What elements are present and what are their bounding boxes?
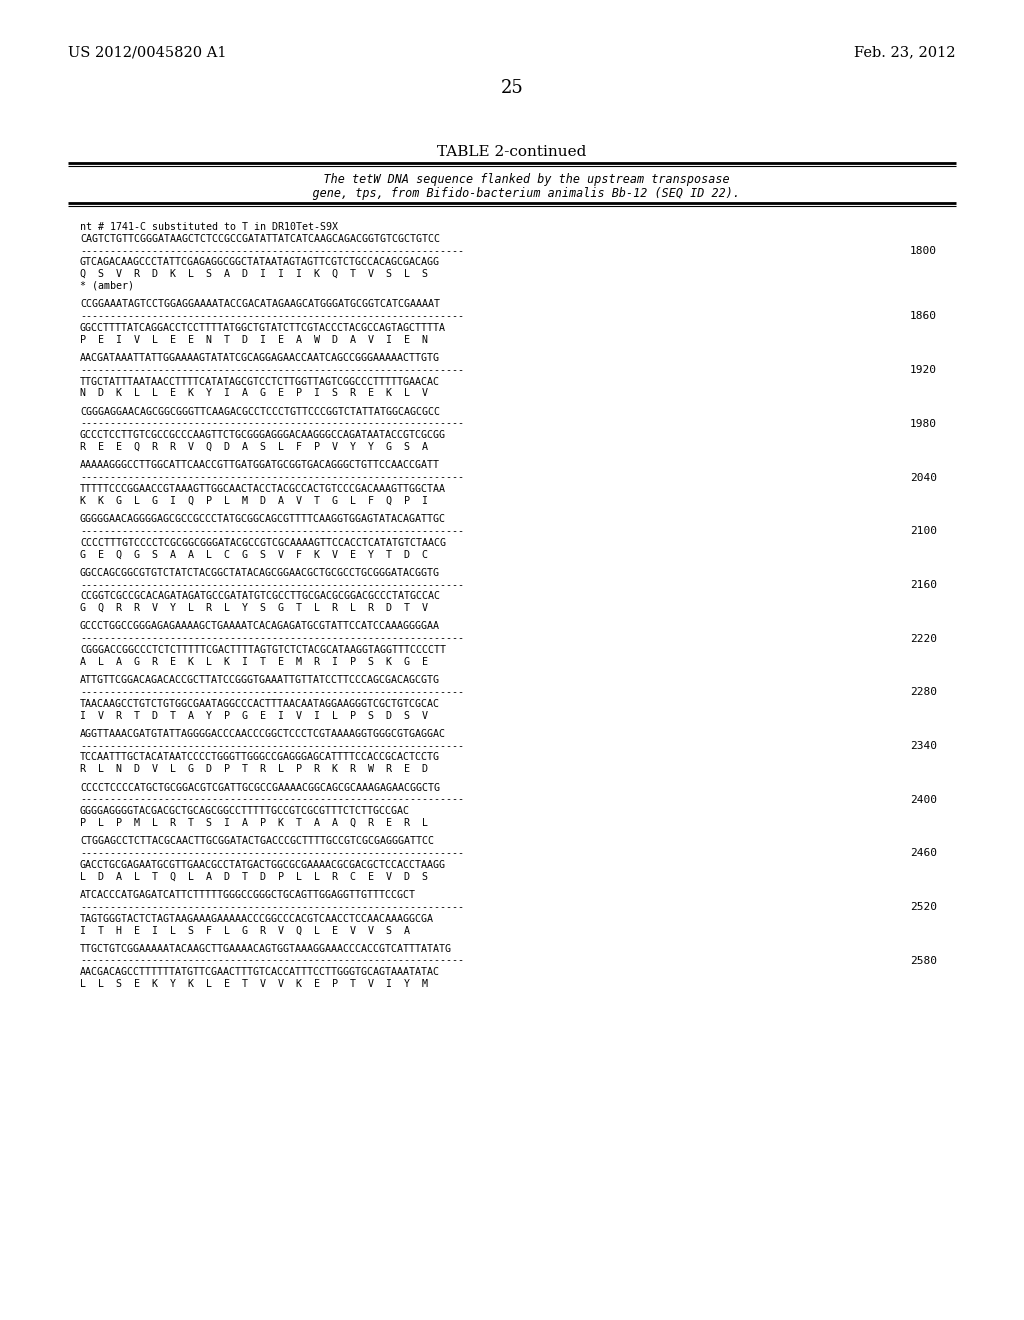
Text: AACGATAAATTATTGGAAAAGTATATCGCAGGAGAACCAATCAGCCGGGAAAAACTTGTG: AACGATAAATTATTGGAAAAGTATATCGCAGGAGAACCAA… bbox=[80, 352, 440, 363]
Text: L  L  S  E  K  Y  K  L  E  T  V  V  K  E  P  T  V  I  Y  M: L L S E K Y K L E T V V K E P T V I Y M bbox=[80, 979, 428, 989]
Text: G  E  Q  G  S  A  A  L  C  G  S  V  F  K  V  E  Y  T  D  C: G E Q G S A A L C G S V F K V E Y T D C bbox=[80, 549, 428, 560]
Text: ----------------------------------------------------------------: ----------------------------------------… bbox=[80, 686, 464, 697]
Text: nt # 1741-C substituted to T in DR10Tet-S9X: nt # 1741-C substituted to T in DR10Tet-… bbox=[80, 222, 338, 232]
Text: 2520: 2520 bbox=[910, 902, 937, 912]
Text: 2400: 2400 bbox=[910, 795, 937, 805]
Text: gene, tps, from Bifido-bacterium animalis Bb-12 (SEQ ID 22).: gene, tps, from Bifido-bacterium animali… bbox=[284, 186, 740, 199]
Text: ----------------------------------------------------------------: ----------------------------------------… bbox=[80, 525, 464, 536]
Text: GGCCTTTTATCAGGACCTCCTTTTATGGCTGTATCTTCGTACCCTACGCCAGTAGCTTTTA: GGCCTTTTATCAGGACCTCCTTTTATGGCTGTATCTTCGT… bbox=[80, 323, 446, 333]
Text: 2100: 2100 bbox=[910, 527, 937, 536]
Text: CGGGACCGGCCCTCTCTTTTTCGACTTTTAGTGTCTCTACGCATAAGGTAGGTTTCCCCTT: CGGGACCGGCCCTCTCTTTTTCGACTTTTAGTGTCTCTAC… bbox=[80, 645, 446, 655]
Text: ATCACCCATGAGATCATTCTTTTTGGGCCGGGCTGCAGTTGGAGGTTGTTTCCGCT: ATCACCCATGAGATCATTCTTTTTGGGCCGGGCTGCAGTT… bbox=[80, 890, 416, 900]
Text: 2220: 2220 bbox=[910, 634, 937, 644]
Text: TTGCTATTTAATAACCTTTTCATATAGCGTCCTCTTGGTTAGTCGGCCCTTTTTGAACAC: TTGCTATTTAATAACCTTTTCATATAGCGTCCTCTTGGTT… bbox=[80, 376, 440, 387]
Text: N  D  K  L  L  E  K  Y  I  A  G  E  P  I  S  R  E  K  L  V: N D K L L E K Y I A G E P I S R E K L V bbox=[80, 388, 428, 399]
Text: CCCCTTTGTCCCCTCGCGGCGGGATACGCCGTCGCAAAAGTTCCACCTCATATGTCTAACG: CCCCTTTGTCCCCTCGCGGCGGGATACGCCGTCGCAAAAG… bbox=[80, 537, 446, 548]
Text: GACCTGCGAGAATGCGTTGAACGCCTATGACTGGCGCGAAAACGCGACGCTCCACCTAAGG: GACCTGCGAGAATGCGTTGAACGCCTATGACTGGCGCGAA… bbox=[80, 859, 446, 870]
Text: GGGGAGGGGTACGACGCTGCAGCGGCCTTTTTGCCGTCGCGTTTCTCTTGCCGAC: GGGGAGGGGTACGACGCTGCAGCGGCCTTTTTGCCGTCGC… bbox=[80, 807, 410, 816]
Text: ----------------------------------------------------------------: ----------------------------------------… bbox=[80, 741, 464, 751]
Text: 25: 25 bbox=[501, 79, 523, 96]
Text: R  L  N  D  V  L  G  D  P  T  R  L  P  R  K  R  W  R  E  D: R L N D V L G D P T R L P R K R W R E D bbox=[80, 764, 428, 775]
Text: TAGTGGGTACTCTAGTAAGAAAGAAAAACCCGGCCCACGTCAACCTCCAACAAAGGCGA: TAGTGGGTACTCTAGTAAGAAAGAAAAACCCGGCCCACGT… bbox=[80, 913, 434, 924]
Text: 2160: 2160 bbox=[910, 579, 937, 590]
Text: ----------------------------------------------------------------: ----------------------------------------… bbox=[80, 418, 464, 429]
Text: 1800: 1800 bbox=[910, 246, 937, 256]
Text: 2460: 2460 bbox=[910, 849, 937, 858]
Text: A  L  A  G  R  E  K  L  K  I  T  E  M  R  I  P  S  K  G  E: A L A G R E K L K I T E M R I P S K G E bbox=[80, 657, 428, 667]
Text: TCCAATTTGCTACATAATCCCCTGGGTTGGGCCGAGGGAGCATTTTCCACCGCACTCCTG: TCCAATTTGCTACATAATCCCCTGGGTTGGGCCGAGGGAG… bbox=[80, 752, 440, 763]
Text: * (amber): * (amber) bbox=[80, 281, 134, 290]
Text: GCCCTGGCCGGGAGAGAAAAGCTGAAAATCACAGAGATGCGTATTCCATCCAAAGGGGAA: GCCCTGGCCGGGAGAGAAAAGCTGAAAATCACAGAGATGC… bbox=[80, 622, 440, 631]
Text: ----------------------------------------------------------------: ----------------------------------------… bbox=[80, 795, 464, 804]
Text: CGGGAGGAACAGCGGCGGGTTCAAGACGCCTCCCTGTTCCCGGTCTATTATGGCAGCGCC: CGGGAGGAACAGCGGCGGGTTCAAGACGCCTCCCTGTTCC… bbox=[80, 407, 440, 417]
Text: I  V  R  T  D  T  A  Y  P  G  E  I  V  I  L  P  S  D  S  V: I V R T D T A Y P G E I V I L P S D S V bbox=[80, 710, 428, 721]
Text: 2280: 2280 bbox=[910, 688, 937, 697]
Text: ----------------------------------------------------------------: ----------------------------------------… bbox=[80, 312, 464, 321]
Text: 2040: 2040 bbox=[910, 473, 937, 483]
Text: TABLE 2-continued: TABLE 2-continued bbox=[437, 145, 587, 158]
Text: I  T  H  E  I  L  S  F  L  G  R  V  Q  L  E  V  V  S  A: I T H E I L S F L G R V Q L E V V S A bbox=[80, 925, 410, 936]
Text: GGGGGAACAGGGGAGCGCCGCCCTATGCGGCAGCGTTTTCAAGGTGGAGTATACAGATTGC: GGGGGAACAGGGGAGCGCCGCCCTATGCGGCAGCGTTTTC… bbox=[80, 513, 446, 524]
Text: AGGTTAAACGATGTATTAGGGGACCCAACCCGGCTCCCTCGTAAAAGGTGGGCGTGAGGAC: AGGTTAAACGATGTATTAGGGGACCCAACCCGGCTCCCTC… bbox=[80, 729, 446, 739]
Text: 2580: 2580 bbox=[910, 956, 937, 966]
Text: P  L  P  M  L  R  T  S  I  A  P  K  T  A  A  Q  R  E  R  L: P L P M L R T S I A P K T A A Q R E R L bbox=[80, 818, 428, 828]
Text: GTCAGACAAGCCCTATTCGAGAGGCGGCTATAATAGTAGTTCGTCTGCCACAGCGACAGG: GTCAGACAAGCCCTATTCGAGAGGCGGCTATAATAGTAGT… bbox=[80, 257, 440, 268]
Text: US 2012/0045820 A1: US 2012/0045820 A1 bbox=[68, 45, 226, 59]
Text: R  E  E  Q  R  R  V  Q  D  A  S  L  F  P  V  Y  Y  G  S  A: R E E Q R R V Q D A S L F P V Y Y G S A bbox=[80, 442, 428, 453]
Text: ----------------------------------------------------------------: ----------------------------------------… bbox=[80, 364, 464, 375]
Text: ----------------------------------------------------------------: ----------------------------------------… bbox=[80, 847, 464, 858]
Text: ----------------------------------------------------------------: ----------------------------------------… bbox=[80, 956, 464, 965]
Text: TTTTTCCCGGAACCGTAAAGTTGGCAACTACCTACGCCACTGTCCCGACAAAGTTGGCTAA: TTTTTCCCGGAACCGTAAAGTTGGCAACTACCTACGCCAC… bbox=[80, 484, 446, 494]
Text: ----------------------------------------------------------------: ----------------------------------------… bbox=[80, 246, 464, 256]
Text: Q  S  V  R  D  K  L  S  A  D  I  I  I  K  Q  T  V  S  L  S: Q S V R D K L S A D I I I K Q T V S L S bbox=[80, 269, 428, 280]
Text: ----------------------------------------------------------------: ----------------------------------------… bbox=[80, 473, 464, 482]
Text: CCGGTCGCCGCACAGATAGATGCCGATATGTCGCCTTGCGACGCGGACGCCCTATGCCAC: CCGGTCGCCGCACAGATAGATGCCGATATGTCGCCTTGCG… bbox=[80, 591, 440, 602]
Text: Feb. 23, 2012: Feb. 23, 2012 bbox=[854, 45, 956, 59]
Text: GCCCTCCTTGTCGCCGCCCAAGTTCTGCGGGAGGGACAAGGGCCAGATAATACCGTCGCGG: GCCCTCCTTGTCGCCGCCCAAGTTCTGCGGGAGGGACAAG… bbox=[80, 430, 446, 441]
Text: K  K  G  L  G  I  Q  P  L  M  D  A  V  T  G  L  F  Q  P  I: K K G L G I Q P L M D A V T G L F Q P I bbox=[80, 496, 428, 506]
Text: ATTGTTCGGACAGACACCGCTTATCCGGGTGAAATTGTTATCCTTCCCAGCGACAGCGTG: ATTGTTCGGACAGACACCGCTTATCCGGGTGAAATTGTTA… bbox=[80, 676, 440, 685]
Text: ----------------------------------------------------------------: ----------------------------------------… bbox=[80, 634, 464, 643]
Text: ----------------------------------------------------------------: ----------------------------------------… bbox=[80, 902, 464, 912]
Text: ----------------------------------------------------------------: ----------------------------------------… bbox=[80, 579, 464, 590]
Text: G  Q  R  R  V  Y  L  R  L  Y  S  G  T  L  R  L  R  D  T  V: G Q R R V Y L R L Y S G T L R L R D T V bbox=[80, 603, 428, 614]
Text: P  E  I  V  L  E  E  N  T  D  I  E  A  W  D  A  V  I  E  N: P E I V L E E N T D I E A W D A V I E N bbox=[80, 335, 428, 345]
Text: AACGACAGCCTTTTTTATGTTCGAACTTTGTCACCATTTCCTTGGGTGCAGTAAATATAC: AACGACAGCCTTTTTTATGTTCGAACTTTGTCACCATTTC… bbox=[80, 968, 440, 977]
Text: The tetW DNA sequence flanked by the upstream transposase: The tetW DNA sequence flanked by the ups… bbox=[295, 173, 729, 186]
Text: 2340: 2340 bbox=[910, 741, 937, 751]
Text: CCGGAAATAGTCCTGGAGGAAAATACCGACATAGAAGCATGGGATGCGGTCATCGAAAAT: CCGGAAATAGTCCTGGAGGAAAATACCGACATAGAAGCAT… bbox=[80, 300, 440, 309]
Text: TTGCTGTCGGAAAAATACAAGCTTGAAAACAGTGGTAAAGGAAACCCACCGTCATTTATATG: TTGCTGTCGGAAAAATACAAGCTTGAAAACAGTGGTAAAG… bbox=[80, 944, 452, 953]
Text: TAACAAGCCTGTCTGTGGCGAATAGGCCCACTTTAACAATAGGAAGGGTCGCTGTCGCAC: TAACAAGCCTGTCTGTGGCGAATAGGCCCACTTTAACAAT… bbox=[80, 698, 440, 709]
Text: 1860: 1860 bbox=[910, 312, 937, 321]
Text: 1920: 1920 bbox=[910, 366, 937, 375]
Text: GGCCAGCGGCGTGTCTATCTACGGCTATACAGCGGAACGCTGCGCCTGCGGGATACGGTG: GGCCAGCGGCGTGTCTATCTACGGCTATACAGCGGAACGC… bbox=[80, 568, 440, 578]
Text: CAGTCTGTTCGGGATAAGCTCTCCGCCGATATTATCATCAAGCAGACGGTGTCGCTGTCC: CAGTCTGTTCGGGATAAGCTCTCCGCCGATATTATCATCA… bbox=[80, 234, 440, 244]
Text: L  D  A  L  T  Q  L  A  D  T  D  P  L  L  R  C  E  V  D  S: L D A L T Q L A D T D P L L R C E V D S bbox=[80, 871, 428, 882]
Text: CCCCTCCCCATGCTGCGGACGTCGATTGCGCCGAAAACGGCAGCGCAAAGAGAACGGCTG: CCCCTCCCCATGCTGCGGACGTCGATTGCGCCGAAAACGG… bbox=[80, 783, 440, 792]
Text: 1980: 1980 bbox=[910, 418, 937, 429]
Text: AAAAAGGGCCTTGGCATTCAACCGTTGATGGATGCGGTGACAGGGCTGTTCCAACCGATT: AAAAAGGGCCTTGGCATTCAACCGTTGATGGATGCGGTGA… bbox=[80, 461, 440, 470]
Text: CTGGAGCCTCTTACGCAACTTGCGGATACTGACCCGCTTTTGCCGTCGCGAGGGATTCC: CTGGAGCCTCTTACGCAACTTGCGGATACTGACCCGCTTT… bbox=[80, 837, 434, 846]
